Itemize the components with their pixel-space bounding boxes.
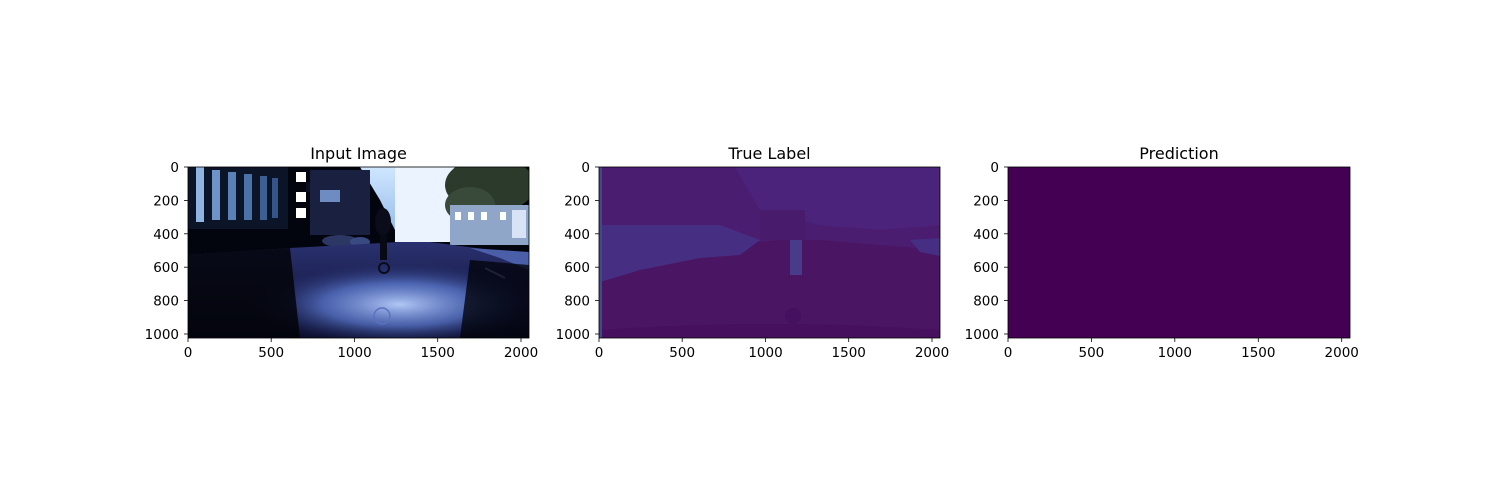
- true-label-title: True Label: [727, 144, 810, 163]
- input-image-panel: Input Image: [145, 144, 539, 361]
- x-tick-label: 2000: [915, 345, 949, 361]
- y-tick-label: 400: [564, 227, 590, 243]
- x-tick-label: 500: [1079, 345, 1105, 361]
- x-tick-label: 1500: [1241, 345, 1275, 361]
- y-tick-label: 1000: [965, 327, 999, 343]
- y-tick-label: 1000: [145, 327, 179, 343]
- y-tick-label: 200: [973, 193, 999, 209]
- x-tick-label: 0: [1004, 345, 1013, 361]
- x-tick-label: 2000: [1325, 345, 1359, 361]
- x-tick-label: 0: [595, 345, 604, 361]
- x-tick-label: 500: [258, 345, 284, 361]
- x-tick-label: 0: [184, 345, 193, 361]
- y-tick-label: 600: [564, 260, 590, 276]
- true-label-y-axis: 0 200 400 600 800 1000: [556, 160, 599, 343]
- y-tick-label: 800: [153, 294, 179, 310]
- y-tick-label: 1000: [556, 327, 590, 343]
- true-label-x-axis: 0 500 1000 1500 2000: [595, 338, 949, 361]
- y-tick-label: 800: [564, 294, 590, 310]
- y-tick-label: 0: [170, 160, 179, 176]
- x-tick-label: 2000: [504, 345, 538, 361]
- input-image-title: Input Image: [310, 144, 407, 163]
- x-tick-label: 1500: [421, 345, 455, 361]
- prediction-y-axis: 0 200 400 600 800 1000: [965, 160, 1008, 343]
- y-tick-label: 400: [973, 227, 999, 243]
- input-image-photo: [188, 167, 529, 338]
- prediction-x-axis: 0 500 1000 1500 2000: [1004, 338, 1359, 361]
- prediction-title: Prediction: [1139, 144, 1218, 163]
- y-tick-label: 200: [564, 193, 590, 209]
- true-label-segmentation-map: [599, 167, 940, 338]
- x-tick-label: 1000: [1158, 345, 1192, 361]
- input-image-y-axis: 0 200 400 600 800 1000: [145, 160, 188, 343]
- y-tick-label: 0: [990, 160, 999, 176]
- x-tick-label: 1000: [748, 345, 782, 361]
- true-label-panel: True Label 0: [556, 144, 950, 361]
- input-image-x-axis: 0 500 1000 1500 2000: [184, 338, 538, 361]
- y-tick-label: 0: [581, 160, 590, 176]
- y-tick-label: 600: [153, 260, 179, 276]
- prediction-map: [1008, 167, 1350, 338]
- x-tick-label: 1500: [832, 345, 866, 361]
- x-tick-label: 1000: [337, 345, 371, 361]
- x-tick-label: 500: [669, 345, 695, 361]
- y-tick-label: 400: [153, 227, 179, 243]
- y-tick-label: 200: [153, 193, 179, 209]
- prediction-panel: Prediction 0 500 1000 1500 2000 0 200 40…: [965, 144, 1359, 361]
- y-tick-label: 600: [973, 260, 999, 276]
- y-tick-label: 800: [973, 294, 999, 310]
